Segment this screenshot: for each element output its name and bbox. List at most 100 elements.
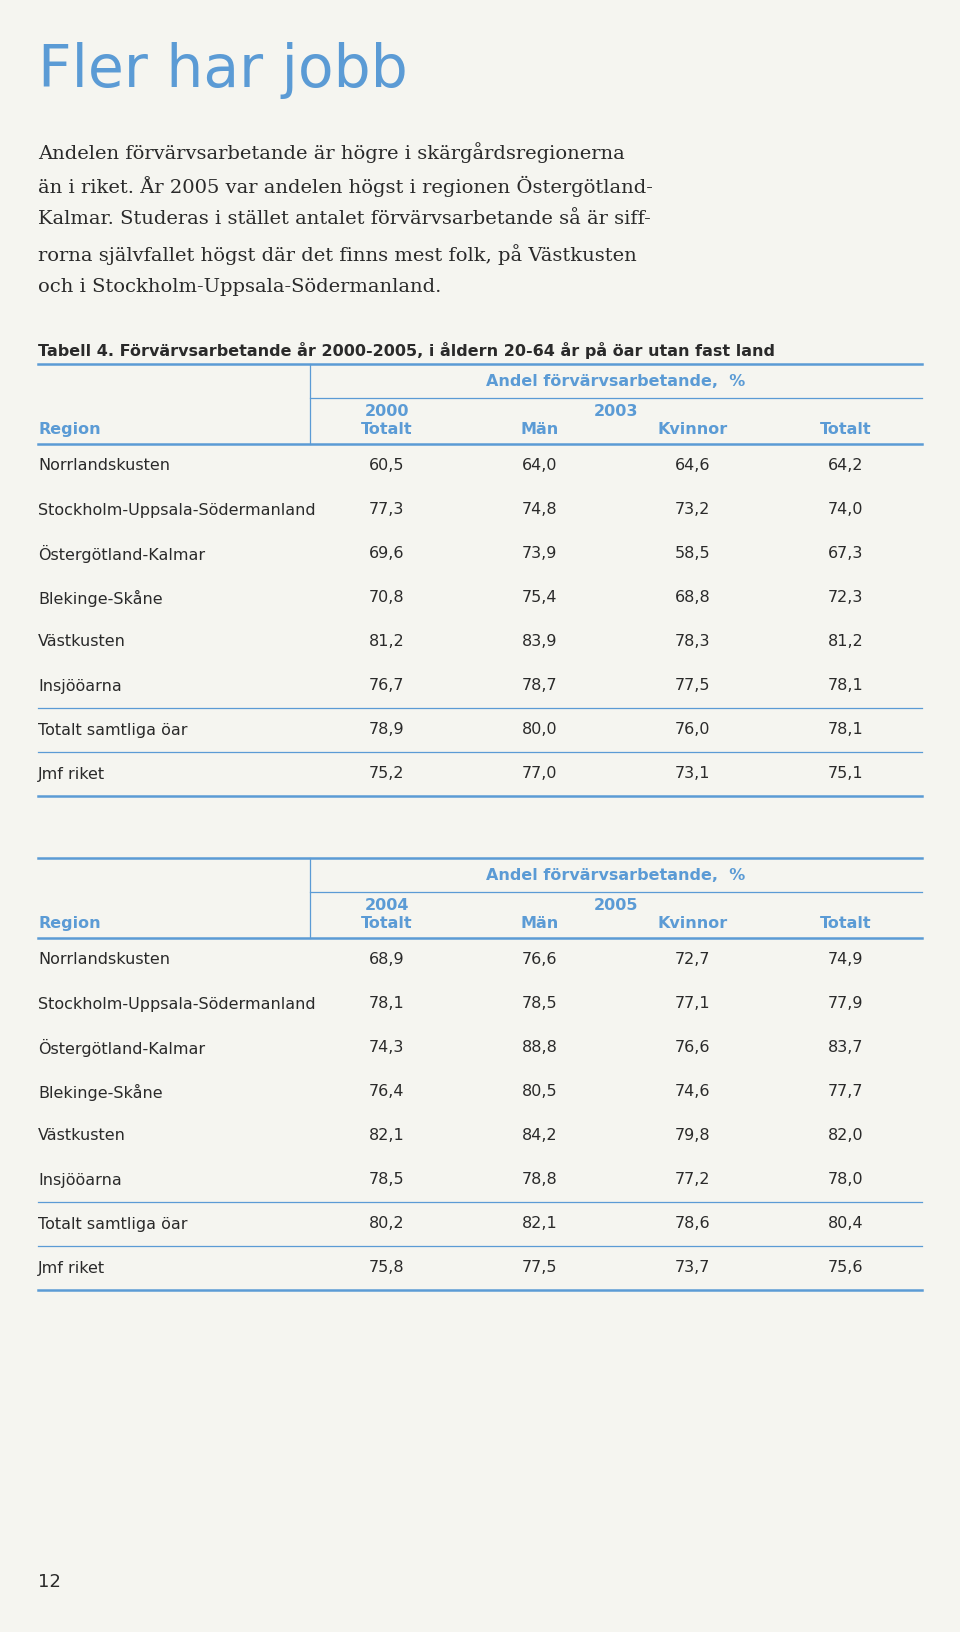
Text: 76,0: 76,0 <box>675 723 710 738</box>
Text: Blekinge-Skåne: Blekinge-Skåne <box>38 1084 162 1100</box>
Text: 74,8: 74,8 <box>521 503 558 517</box>
Text: 76,4: 76,4 <box>369 1085 404 1100</box>
Text: 81,2: 81,2 <box>369 635 404 650</box>
Text: Insjööarna: Insjööarna <box>38 679 122 694</box>
Text: 73,7: 73,7 <box>675 1260 710 1276</box>
Text: Andel förvärvsarbetande,  %: Andel förvärvsarbetande, % <box>487 374 746 388</box>
Text: 2004: 2004 <box>364 898 409 912</box>
Text: 67,3: 67,3 <box>828 547 863 561</box>
Text: 75,1: 75,1 <box>828 767 863 782</box>
Text: 82,1: 82,1 <box>369 1128 404 1144</box>
Text: rorna självfallet högst där det finns mest folk, på Västkusten: rorna självfallet högst där det finns me… <box>38 245 636 264</box>
Text: 2005: 2005 <box>593 898 638 912</box>
Text: 75,2: 75,2 <box>369 767 404 782</box>
Text: 77,5: 77,5 <box>521 1260 557 1276</box>
Text: 69,6: 69,6 <box>369 547 404 561</box>
Text: 78,6: 78,6 <box>675 1216 710 1232</box>
Text: 77,0: 77,0 <box>521 767 557 782</box>
Text: 77,3: 77,3 <box>369 503 404 517</box>
Text: 75,6: 75,6 <box>828 1260 863 1276</box>
Text: 78,0: 78,0 <box>828 1172 863 1188</box>
Text: 88,8: 88,8 <box>521 1041 558 1056</box>
Text: 83,7: 83,7 <box>828 1041 863 1056</box>
Text: Tabell 4. Förvärvsarbetande år 2000-2005, i åldern 20-64 år på öar utan fast lan: Tabell 4. Förvärvsarbetande år 2000-2005… <box>38 343 775 359</box>
Text: och i Stockholm-Uppsala-Södermanland.: och i Stockholm-Uppsala-Södermanland. <box>38 277 442 295</box>
Text: Män: Män <box>520 916 559 930</box>
Text: 80,0: 80,0 <box>521 723 558 738</box>
Text: 2003: 2003 <box>593 405 638 419</box>
Text: 80,5: 80,5 <box>521 1085 558 1100</box>
Text: 77,7: 77,7 <box>828 1085 863 1100</box>
Text: 64,6: 64,6 <box>675 459 710 473</box>
Text: 84,2: 84,2 <box>521 1128 558 1144</box>
Text: Blekinge-Skåne: Blekinge-Skåne <box>38 589 162 607</box>
Text: 12: 12 <box>38 1573 60 1591</box>
Text: 72,3: 72,3 <box>828 591 863 605</box>
Text: 78,5: 78,5 <box>521 997 558 1012</box>
Text: än i riket. År 2005 var andelen högst i regionen Östergötland-: än i riket. År 2005 var andelen högst i … <box>38 176 653 197</box>
Text: 64,0: 64,0 <box>521 459 557 473</box>
Text: Norrlandskusten: Norrlandskusten <box>38 953 170 968</box>
Text: 70,8: 70,8 <box>369 591 404 605</box>
Text: 75,8: 75,8 <box>369 1260 404 1276</box>
Text: Insjööarna: Insjööarna <box>38 1172 122 1188</box>
Text: 74,3: 74,3 <box>369 1041 404 1056</box>
Text: Totalt samtliga öar: Totalt samtliga öar <box>38 723 187 738</box>
Text: 82,0: 82,0 <box>828 1128 863 1144</box>
Text: 78,7: 78,7 <box>521 679 558 694</box>
Text: Västkusten: Västkusten <box>38 1128 126 1144</box>
Text: Totalt: Totalt <box>820 423 872 437</box>
Text: 72,7: 72,7 <box>675 953 710 968</box>
Text: Totalt samtliga öar: Totalt samtliga öar <box>38 1216 187 1232</box>
Text: 77,5: 77,5 <box>675 679 710 694</box>
Text: Kalmar. Studeras i stället antalet förvärvsarbetande så är siff-: Kalmar. Studeras i stället antalet förvä… <box>38 211 651 228</box>
Text: Jmf riket: Jmf riket <box>38 1260 106 1276</box>
Text: 76,6: 76,6 <box>675 1041 710 1056</box>
Text: Östergötland-Kalmar: Östergötland-Kalmar <box>38 1040 205 1058</box>
Text: 74,6: 74,6 <box>675 1085 710 1100</box>
Text: Män: Män <box>520 423 559 437</box>
Text: 77,2: 77,2 <box>675 1172 710 1188</box>
Text: 75,4: 75,4 <box>521 591 557 605</box>
Text: 74,0: 74,0 <box>828 503 863 517</box>
Text: 78,3: 78,3 <box>675 635 710 650</box>
Text: Region: Region <box>38 916 101 930</box>
Text: 82,1: 82,1 <box>521 1216 558 1232</box>
Text: Västkusten: Västkusten <box>38 635 126 650</box>
Text: Andelen förvärvsarbetande är högre i skärgårdsregionerna: Andelen förvärvsarbetande är högre i skä… <box>38 142 625 163</box>
Text: Östergötland-Kalmar: Östergötland-Kalmar <box>38 545 205 563</box>
Text: 77,1: 77,1 <box>675 997 710 1012</box>
Text: 78,1: 78,1 <box>369 997 404 1012</box>
Text: Stockholm-Uppsala-Södermanland: Stockholm-Uppsala-Södermanland <box>38 997 316 1012</box>
Text: 60,5: 60,5 <box>369 459 404 473</box>
Text: 77,9: 77,9 <box>828 997 863 1012</box>
Text: 83,9: 83,9 <box>521 635 557 650</box>
Text: 76,7: 76,7 <box>369 679 404 694</box>
Text: 64,2: 64,2 <box>828 459 863 473</box>
Text: 81,2: 81,2 <box>828 635 863 650</box>
Text: Region: Region <box>38 423 101 437</box>
Text: Kvinnor: Kvinnor <box>658 423 728 437</box>
Text: 78,9: 78,9 <box>369 723 404 738</box>
Text: 73,1: 73,1 <box>675 767 710 782</box>
Text: 2000: 2000 <box>364 405 409 419</box>
Text: 80,4: 80,4 <box>828 1216 863 1232</box>
Text: 73,2: 73,2 <box>675 503 710 517</box>
Text: 74,9: 74,9 <box>828 953 863 968</box>
Text: 78,1: 78,1 <box>828 679 863 694</box>
Text: 78,8: 78,8 <box>521 1172 558 1188</box>
Text: 68,8: 68,8 <box>675 591 710 605</box>
Text: 79,8: 79,8 <box>675 1128 710 1144</box>
Text: 58,5: 58,5 <box>675 547 710 561</box>
Text: Andel förvärvsarbetande,  %: Andel förvärvsarbetande, % <box>487 868 746 883</box>
Text: Kvinnor: Kvinnor <box>658 916 728 930</box>
Text: 80,2: 80,2 <box>369 1216 404 1232</box>
Text: 78,5: 78,5 <box>369 1172 404 1188</box>
Text: Norrlandskusten: Norrlandskusten <box>38 459 170 473</box>
Text: Jmf riket: Jmf riket <box>38 767 106 782</box>
Text: 68,9: 68,9 <box>369 953 404 968</box>
Text: Totalt: Totalt <box>361 916 412 930</box>
Text: Stockholm-Uppsala-Södermanland: Stockholm-Uppsala-Södermanland <box>38 503 316 517</box>
Text: Totalt: Totalt <box>361 423 412 437</box>
Text: 73,9: 73,9 <box>522 547 557 561</box>
